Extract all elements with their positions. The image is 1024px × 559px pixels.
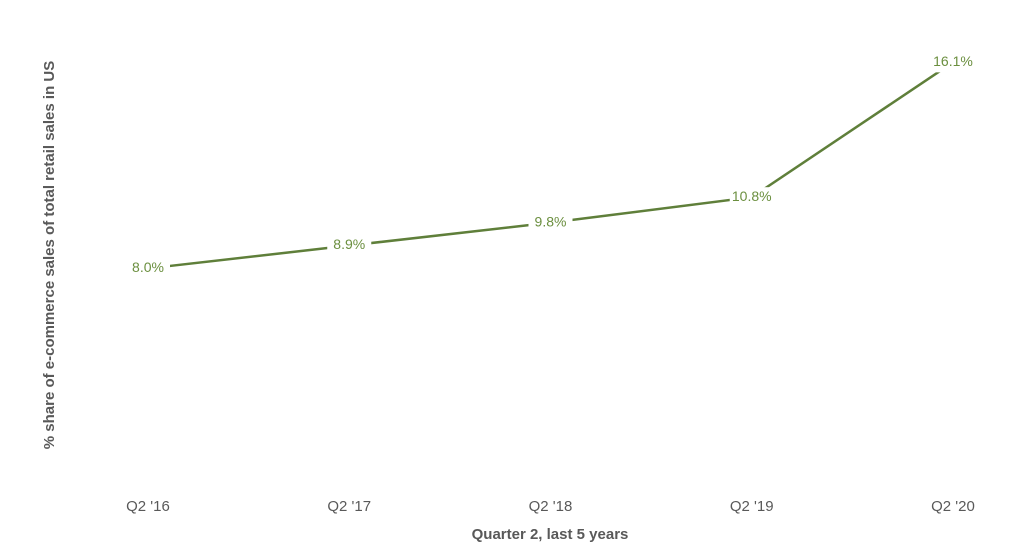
x-tick-label: Q2 '18 [529, 498, 573, 515]
label-background [327, 235, 372, 256]
data-label: 16.1% [933, 53, 973, 69]
label-background [528, 212, 573, 233]
x-tick-label: Q2 '19 [730, 498, 774, 515]
data-label: 8.9% [333, 236, 365, 252]
label-background [729, 187, 774, 208]
y-axis-title: % share of e-commerce sales of total ret… [41, 61, 58, 450]
data-line [147, 61, 954, 270]
data-label: 9.8% [535, 213, 567, 229]
label-background [126, 258, 170, 279]
x-tick-label: Q2 '20 [931, 498, 975, 515]
data-label: 10.8% [732, 188, 772, 204]
x-tick-label: Q2 '16 [126, 498, 170, 515]
x-tick-label: Q2 '17 [327, 498, 371, 515]
data-label: 8.0% [132, 259, 164, 275]
x-axis-title: Quarter 2, last 5 years [472, 526, 629, 543]
label-background [931, 52, 975, 73]
